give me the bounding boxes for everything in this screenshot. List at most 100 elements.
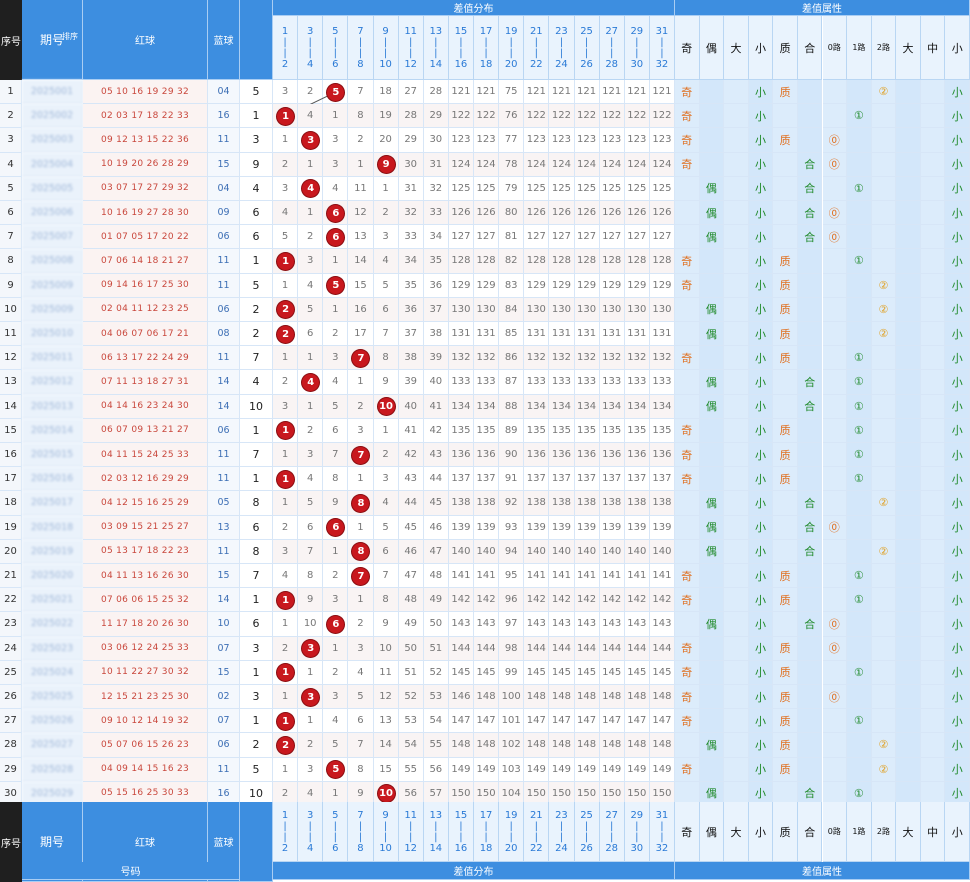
dist-cell: 144 (574, 636, 600, 661)
header-dist-col-6: 11 | | 12 (398, 16, 424, 80)
dist-cell: 137 (574, 467, 600, 492)
dist-cell: 145 (448, 660, 474, 685)
row-period: 2025001 (22, 80, 83, 105)
footer-dist-col-13: 25 | | 26 (574, 802, 600, 862)
span-hit-ball: 5 (327, 761, 345, 779)
dist-cell: 145 (524, 660, 550, 685)
dist-cell: 134 (574, 394, 600, 419)
dist-col-low: 27 (605, 809, 619, 821)
attr-cell (920, 467, 946, 492)
row-period: 2025018 (22, 515, 83, 540)
dist-cell: 134 (549, 394, 575, 419)
header-attr-col-1: 奇 (675, 16, 700, 80)
dist-cell: 147 (549, 709, 575, 734)
dist-cell: 8 (348, 757, 374, 782)
attr-cell: 小 (748, 564, 774, 589)
dist-cell: 126 (649, 201, 675, 226)
dist-col-sep: | (534, 47, 538, 59)
attr-cell: 小 (748, 249, 774, 274)
attr-cell (920, 636, 946, 661)
dist-cell: 126 (599, 201, 625, 226)
dist-cell: 149 (524, 757, 550, 782)
dist-col-sep: | (660, 820, 664, 832)
footer-span-header (240, 802, 273, 882)
attr-cell (896, 128, 921, 153)
dist-cell: 2 (273, 636, 299, 661)
attr-cell (896, 80, 921, 105)
dist-col-high: 28 (605, 58, 619, 70)
dist-cell: 3 (273, 176, 299, 201)
dist-cell: 57 (423, 781, 449, 806)
dist-cell: 127 (524, 225, 550, 250)
dist-cell: 82 (499, 249, 525, 274)
attr-cell: 小 (945, 685, 970, 710)
dist-col-low: 17 (479, 809, 493, 821)
dist-col-sep: | (484, 36, 488, 48)
span-hit-ball: 6 (327, 228, 345, 246)
dist-cell: 47 (398, 564, 424, 589)
dist-cell: 79 (499, 176, 525, 201)
row-period: 2025028 (22, 757, 83, 782)
dist-cell: 29 (398, 128, 424, 153)
dist-cell: 27 (398, 80, 424, 105)
dist-cell: 121 (524, 80, 550, 105)
row-red-balls: 05 15 16 25 30 33 (83, 781, 208, 806)
attr-cell: 质 (773, 273, 798, 298)
dist-cell: 122 (649, 104, 675, 129)
dist-cell: 148 (649, 733, 675, 758)
attr-cell: 小 (945, 443, 970, 468)
dist-col-sep: | (434, 831, 438, 843)
row-red-balls: 09 10 12 14 19 32 (83, 709, 208, 734)
attr-cell (920, 733, 946, 758)
header-span-header (240, 0, 273, 80)
attr-cell (896, 660, 921, 685)
dist-col-high: 24 (555, 842, 568, 854)
attr-cell (920, 322, 946, 347)
dist-cell: 51 (423, 636, 449, 661)
dist-col-high: 4 (307, 842, 314, 854)
dist-cell: 148 (624, 685, 650, 710)
attr-cell (871, 394, 897, 419)
row-period: 2025013 (22, 394, 83, 419)
dist-cell: 76 (499, 104, 525, 129)
dist-col-sep: | (509, 36, 513, 48)
dist-col-sep: | (383, 820, 388, 832)
row-blue-ball: 15 (208, 564, 240, 589)
dist-cell: 54 (398, 733, 424, 758)
attr-cell (871, 685, 897, 710)
dist-cell: 42 (423, 418, 449, 443)
dist-cell: 124 (549, 152, 575, 177)
dist-col-high: 2 (281, 58, 289, 70)
dist-cell: 43 (398, 467, 424, 492)
dist-col-sep: | (584, 36, 589, 48)
attr-cell: 小 (945, 176, 970, 201)
row-blue-ball: 04 (208, 176, 240, 201)
attr-cell (699, 588, 725, 613)
footer-attr-col-2: 偶 (699, 802, 725, 862)
attr-cell (724, 273, 749, 298)
dist-col-sep: | (308, 47, 312, 59)
dist-cell: 149 (549, 757, 575, 782)
attr-cell: ⓪ (822, 152, 848, 177)
sort-toggle[interactable]: 排序 (62, 31, 78, 41)
row-blue-ball: 02 (208, 685, 240, 710)
row-period: 2025004 (22, 152, 83, 177)
attr-cell: 质 (773, 443, 798, 468)
dist-col-sep: | (434, 47, 438, 59)
dist-cell: 130 (624, 297, 650, 322)
dist-cell: 125 (448, 176, 474, 201)
dist-cell: 148 (474, 733, 500, 758)
attr-cell (724, 467, 749, 492)
row-span-value: 8 (240, 539, 273, 564)
row-seq: 11 (0, 322, 22, 347)
attr-cell: 偶 (699, 201, 725, 226)
dist-cell: 47 (423, 539, 449, 564)
attr-cell: 小 (748, 709, 774, 734)
dist-cell: 143 (474, 612, 500, 637)
attr-cell (773, 515, 798, 540)
attr-cell (871, 515, 897, 540)
dist-cell: 54 (423, 709, 449, 734)
dist-cell: 5 (298, 491, 324, 516)
attr-cell (822, 418, 848, 443)
